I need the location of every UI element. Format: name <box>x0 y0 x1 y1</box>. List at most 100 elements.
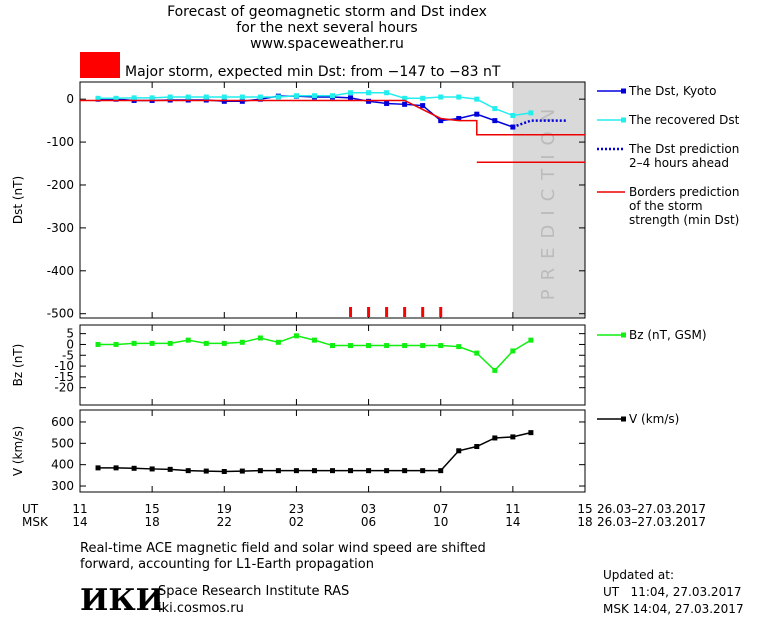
x-tick-label-msk: 14 <box>505 515 520 529</box>
series-marker <box>510 348 516 354</box>
series-marker <box>167 340 173 346</box>
series-marker <box>420 95 426 101</box>
series-marker <box>438 343 444 349</box>
series-marker <box>185 468 191 474</box>
x-tick-label-msk: 02 <box>289 515 304 529</box>
x-tick-label: 03 <box>361 502 376 516</box>
panel-frame <box>79 324 586 406</box>
series-marker <box>167 94 173 100</box>
series-marker <box>203 340 209 346</box>
series-line <box>80 99 585 136</box>
legend-entry: The Dst prediction 2–4 hours ahead <box>595 142 740 170</box>
legend-swatch <box>597 191 625 193</box>
title-line: for the next several hours <box>236 20 417 36</box>
y-tick-label: 600 <box>51 415 74 429</box>
footer-note: Real-time ACE magnetic field and solar w… <box>80 541 486 572</box>
series-marker <box>95 95 101 101</box>
legend-swatch <box>597 117 626 123</box>
series-marker <box>330 468 335 474</box>
y-tick-label: -100 <box>47 135 74 149</box>
legend: V (km/s) <box>595 412 679 441</box>
legend-entry: V (km/s) <box>595 412 679 426</box>
series-marker <box>510 112 516 118</box>
x-tick-label: 07 <box>433 502 448 516</box>
series-marker <box>131 340 137 346</box>
series-marker <box>456 344 462 350</box>
panel-frame <box>79 409 586 493</box>
y-tick-label: 400 <box>51 458 74 472</box>
series-marker <box>293 468 299 474</box>
legend: The Dst, Kyoto The recovered Dst The Dst p… <box>595 84 740 242</box>
y-tick-label: -20 <box>54 381 74 395</box>
series-marker <box>366 90 372 96</box>
legend-marker <box>621 117 626 123</box>
series-marker <box>438 94 444 100</box>
series-marker <box>131 465 137 471</box>
legend-marker <box>621 416 626 422</box>
legend-swatch <box>597 416 626 422</box>
series-marker <box>384 90 390 96</box>
title-line: Forecast of geomagnetic storm and Dst in… <box>167 4 487 20</box>
x-tick-label-msk: 22 <box>217 515 232 529</box>
series-marker <box>167 466 173 472</box>
series-marker <box>402 95 408 101</box>
x-tick-label: 11 <box>72 502 87 516</box>
series-marker <box>384 100 390 106</box>
legend-text: V (km/s) <box>629 412 680 426</box>
series-marker <box>293 93 299 99</box>
x-tick-label: 19 <box>217 502 232 516</box>
y-tick-label: -500 <box>47 307 74 321</box>
series-marker <box>257 335 263 341</box>
series-marker <box>311 93 317 99</box>
x-tick-label-msk: 14 <box>72 515 87 529</box>
series-marker <box>420 343 426 349</box>
series-marker <box>221 98 227 104</box>
series-marker <box>293 333 299 339</box>
series-marker <box>510 434 516 440</box>
series-marker <box>474 111 480 117</box>
institute: Space Research Institute RAS <box>158 584 350 599</box>
series-marker <box>239 98 245 104</box>
series-marker <box>330 343 335 349</box>
url: iki.cosmos.ru <box>158 601 244 616</box>
series-marker <box>185 94 191 100</box>
series-marker <box>149 466 155 472</box>
x-tick-label: 23 <box>289 502 304 516</box>
series-line <box>98 431 532 473</box>
prediction-label: PREDICTION <box>538 100 559 300</box>
legend-entry: The Dst, Kyoto <box>595 84 740 98</box>
legend-swatch <box>597 332 626 338</box>
series-marker <box>95 465 101 471</box>
date-range: 26.03–27.03.2017 <box>597 515 706 529</box>
x-axis-label: UT <box>22 502 39 516</box>
y-axis-label: Bz (nT) <box>11 344 25 387</box>
x-tick-label-msk: 18 <box>577 515 592 529</box>
series-marker <box>221 469 227 474</box>
legend: Bz (nT, GSM) <box>595 328 707 357</box>
series-marker <box>366 468 372 474</box>
series-marker <box>438 468 444 474</box>
series-marker <box>456 448 462 454</box>
legend-marker <box>621 88 626 94</box>
legend-marker <box>621 332 626 338</box>
series-marker <box>528 110 534 116</box>
series-marker <box>474 350 480 356</box>
x-tick-label-msk: 06 <box>361 515 376 529</box>
series-marker <box>492 106 498 112</box>
series-marker <box>492 367 498 373</box>
updated-ut: UT 11:04, 27.03.2017 <box>603 585 742 599</box>
x-tick-label-msk: 10 <box>433 515 448 529</box>
x-tick-label: 15 <box>577 502 592 516</box>
series-marker <box>492 118 498 124</box>
series-marker <box>348 95 354 101</box>
series-marker <box>113 95 119 101</box>
series-marker <box>275 468 281 474</box>
series-marker <box>366 98 372 104</box>
y-tick-label: 5 <box>66 327 74 341</box>
y-tick-label: -400 <box>47 264 74 278</box>
updated-msk: MSK 14:04, 27.03.2017 <box>603 602 744 616</box>
series-marker <box>275 339 281 345</box>
series-marker <box>528 430 534 436</box>
